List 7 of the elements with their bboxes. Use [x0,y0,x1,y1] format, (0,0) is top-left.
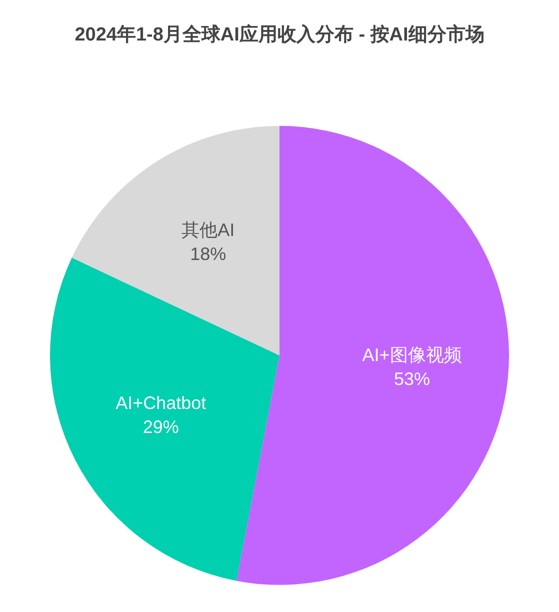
slice-label: AI+图像视频 [362,344,462,365]
slice-label: 其他AI [182,220,235,240]
data-label: 18% [190,244,226,264]
slice-label: AI+Chatbot [116,392,206,413]
chart-title: 2024年1-8月全球AI应用收入分布 - 按AI细分市场 [74,24,484,46]
data-label: 29% [142,416,179,437]
data-label: 53% [394,368,430,389]
